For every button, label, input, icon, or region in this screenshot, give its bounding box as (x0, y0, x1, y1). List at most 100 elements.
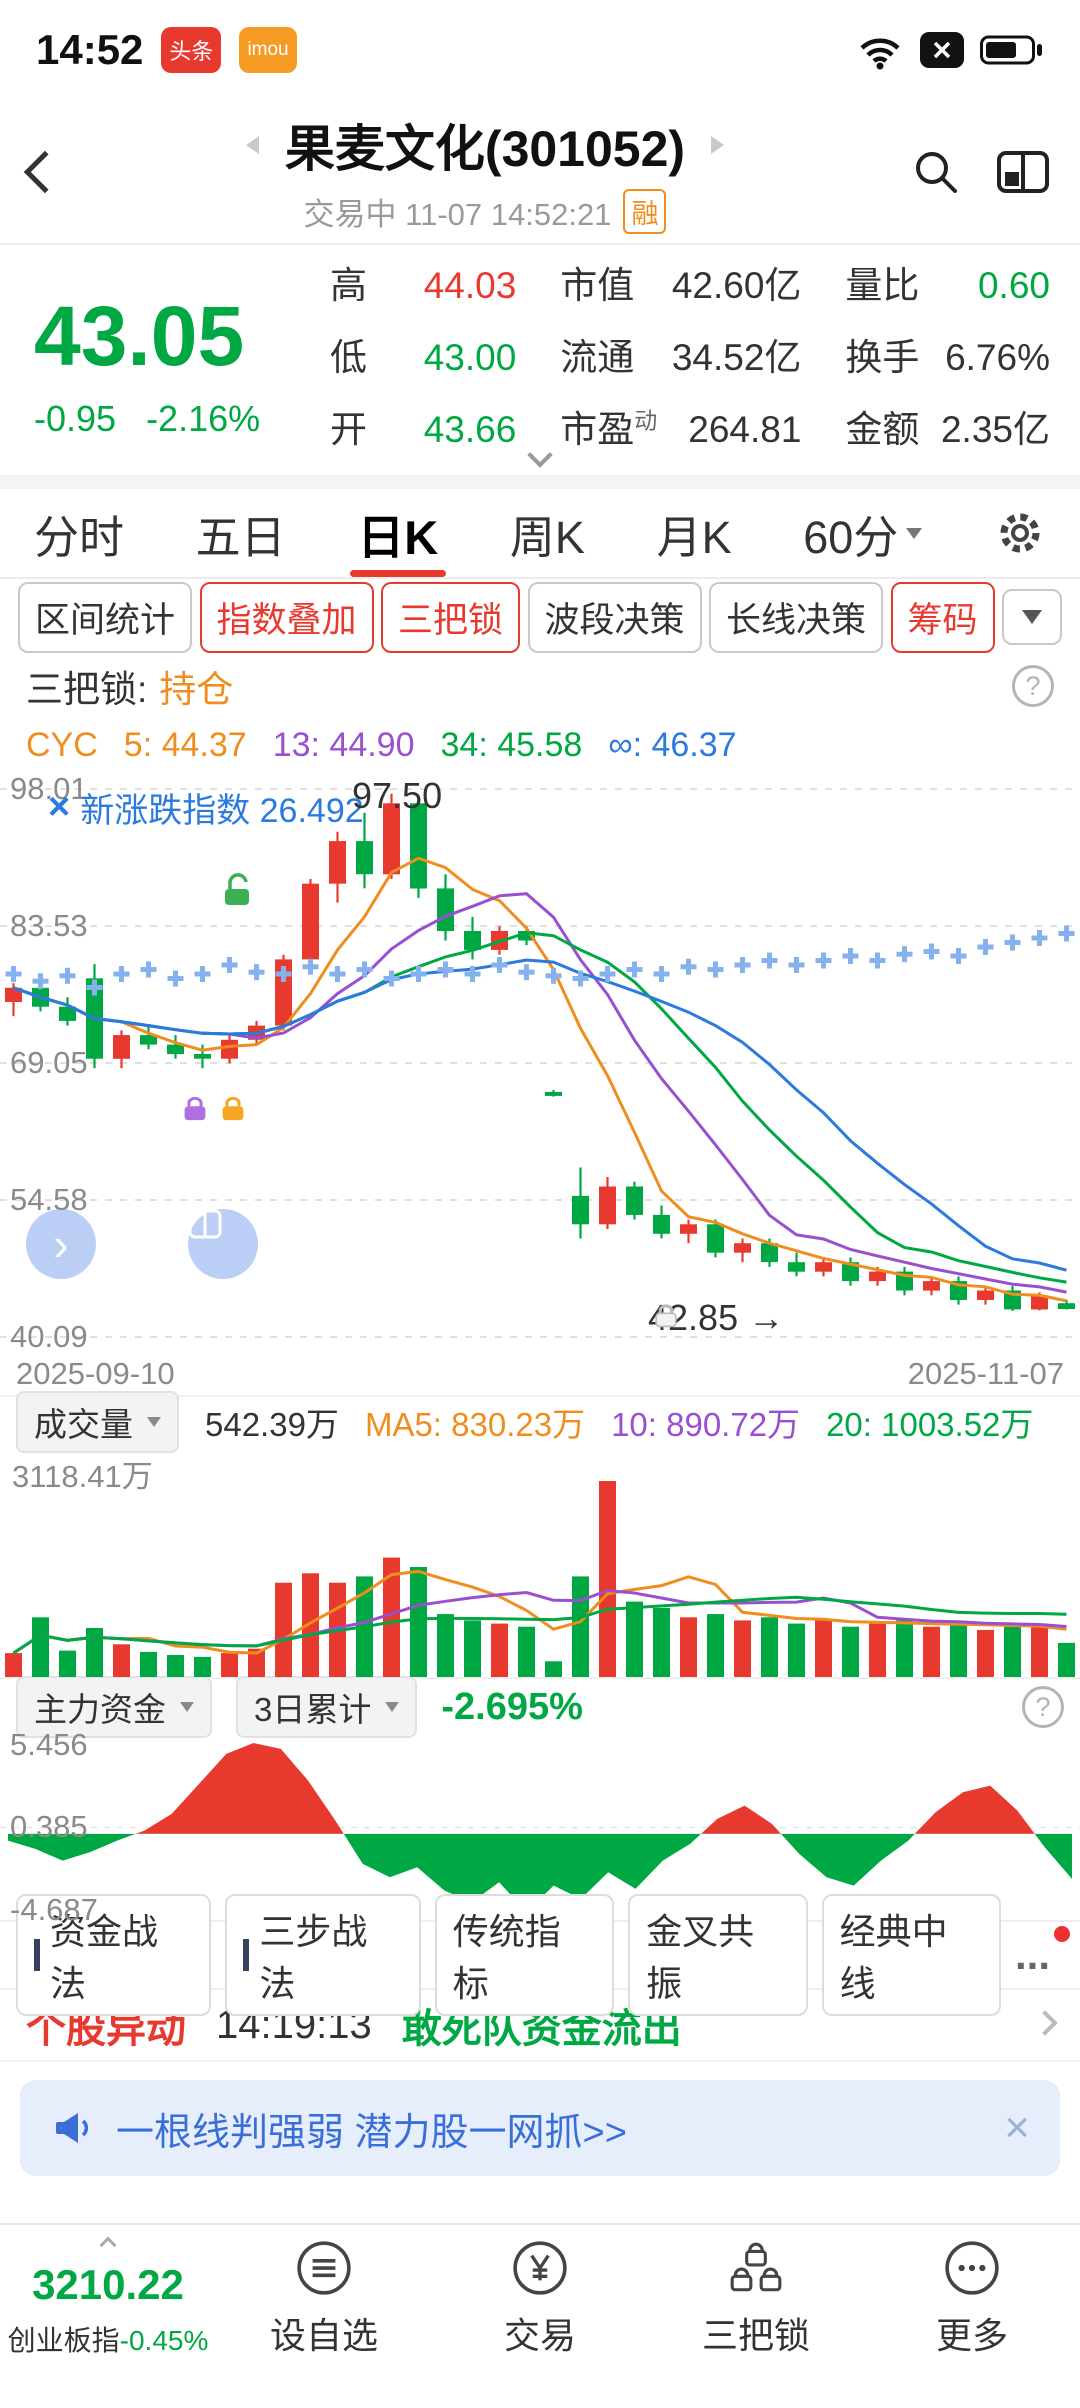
green-open-lock-icon (225, 873, 249, 905)
cyc34: 34: 45.58 (440, 725, 583, 764)
price-block: 43.05 -0.95 -2.16% (0, 259, 320, 475)
tab-fenshi[interactable]: 分时 (34, 511, 125, 563)
mcap-value: 42.60亿 (671, 265, 802, 306)
nav-watchlist[interactable]: 设自选 (216, 2237, 432, 2408)
volume-current: 542.39万 (205, 1406, 339, 1443)
candlestick-chart[interactable]: 98.01 83.53 69.05 54.58 40.09 × 新涨跌指数 26… (0, 771, 1080, 1354)
low-price-annotation: 42.85 → (648, 1297, 784, 1339)
status-bar: 14:52 头条 imou (0, 0, 1080, 100)
y-axis-label: 98.01 (10, 771, 88, 806)
volume-ma5: MA5: 830.23万 (364, 1406, 586, 1443)
fund-indicator-dropdown[interactable]: 主力资金 (16, 1676, 212, 1738)
tab-three-step-strategy[interactable]: 三步战法 (225, 1894, 421, 2016)
tab-weekly-k[interactable]: 周K (509, 511, 585, 563)
fund-period-dropdown[interactable]: 3日累计 (236, 1676, 418, 1738)
mute-icon (920, 32, 964, 68)
cyc13: 13: 44.90 (272, 725, 415, 764)
low-label: 低 (330, 337, 367, 378)
open-value: 43.66 (423, 409, 517, 450)
chart-compare-button[interactable] (188, 1209, 258, 1279)
chip-chouma[interactable]: 筹码 (890, 581, 995, 653)
nav-trade[interactable]: 交易 (432, 2237, 648, 2408)
nav-index-summary[interactable]: 3210.22 创业板指-0.45% (0, 2236, 216, 2408)
index-name-pct: 创业板指-0.45% (7, 2325, 209, 2356)
app-header: 果麦文化(301052) 交易中 11-07 14:52:21 融 (0, 100, 1080, 245)
compare-layout-icon[interactable] (996, 148, 1050, 196)
period-tabs: 分时 五日 日K 周K 月K 60分 (0, 489, 1080, 579)
chevron-right-icon (1032, 2009, 1058, 2037)
arrow-right-icon: → (748, 1297, 785, 1338)
fund-cumulative-value: -2.695% (441, 1685, 583, 1728)
end-date: 2025-11-07 (907, 1356, 1064, 1391)
bottom-nav: 3210.22 创业板指-0.45% 设自选 交易 三把锁 (0, 2223, 1080, 2408)
header-actions (910, 146, 1050, 198)
turnover-label: 换手 (845, 337, 920, 378)
quote-grid: 高 44.03 市值 42.60亿 量比 0.60 低 43.00 流通 34.52亿 换… (320, 259, 1080, 475)
volume-chart[interactable]: 3118.41万 (0, 1447, 1080, 1677)
next-stock-icon[interactable] (711, 136, 725, 154)
promo-banner[interactable]: 一根线判强弱 潜力股一网抓>> × (20, 2080, 1060, 2176)
mcap-label: 市值 (560, 265, 635, 306)
open-label: 开 (330, 409, 367, 450)
tab-5day[interactable]: 五日 (195, 511, 286, 563)
stock-title: 果麦文化(301052) (284, 121, 686, 177)
volume-header: 成交量 542.39万 MA5: 830.23万 10: 890.72万 20:… (0, 1391, 1080, 1453)
three-locks-icon (727, 2237, 785, 2297)
turnover-value: 6.76% (945, 337, 1050, 378)
nav-more[interactable]: 更多 (864, 2237, 1080, 2408)
fund-axis-label: -4.687 (10, 1892, 98, 1927)
tab-golden-cross[interactable]: 金叉共振 (628, 1894, 808, 2016)
collapse-quote-button[interactable] (527, 442, 553, 469)
compare-panes-icon (188, 1209, 222, 1239)
chip-three-locks[interactable]: 三把锁 (381, 581, 521, 653)
quote-section: 43.05 -0.95 -2.16% 高 44.03 市值 42.60亿 量比 0.6… (0, 245, 1080, 475)
remove-overlay-icon[interactable]: × (48, 786, 71, 828)
tab-daily-k[interactable]: 日K (357, 489, 438, 577)
volume-axis-max: 3118.41万 (12, 1459, 153, 1494)
tab-60min[interactable]: 60分 (803, 489, 923, 577)
cyc-inf: ∞: 46.37 (608, 725, 737, 764)
trading-status: 交易中 11-07 14:52:21 (303, 197, 612, 232)
imou-app-badge: imou (239, 27, 297, 73)
tool-chips-row: 区间统计 指数叠加 三把锁 波段决策 长线决策 筹码 (0, 579, 1080, 655)
chip-longline-strategy[interactable]: 长线决策 (709, 581, 884, 653)
trade-yuan-icon (511, 2237, 569, 2297)
overlay-index-legend: × 新涨跌指数 26.492 (48, 783, 364, 832)
prev-stock-icon[interactable] (245, 136, 259, 154)
notification-dot (1054, 1926, 1070, 1942)
help-icon[interactable]: ? (1012, 665, 1054, 707)
search-icon[interactable] (910, 146, 962, 198)
chart-expand-button[interactable]: › (26, 1209, 96, 1279)
clock: 14:52 (36, 26, 144, 73)
margin-badge: 融 (623, 189, 667, 234)
volume-ma20: 20: 1003.52万 (826, 1406, 1034, 1443)
tab-monthly-k[interactable]: 月K (656, 511, 732, 563)
fund-flow-chart[interactable]: 5.456 0.385 -4.687 (0, 1727, 1080, 1927)
pe-label: 市盈动 (560, 407, 658, 450)
orange-lock-icon (222, 1096, 244, 1121)
battery-icon (980, 35, 1042, 65)
tab-classic-midline[interactable]: 经典中线 (821, 1894, 1001, 2016)
chip-band-strategy[interactable]: 波段决策 (527, 581, 702, 653)
float-label: 流通 (560, 337, 635, 378)
tab-marker (34, 1939, 40, 1971)
y-axis-label: 83.53 (10, 908, 88, 943)
chip-more-dropdown[interactable] (1002, 589, 1062, 645)
chip-index-overlay[interactable]: 指数叠加 (199, 581, 374, 653)
volume-indicator-dropdown[interactable]: 成交量 (16, 1391, 179, 1453)
price-change-pct: -2.16% (146, 398, 261, 439)
more-tabs-button[interactable]: ... (1014, 1931, 1050, 1978)
gear-icon[interactable] (994, 507, 1046, 559)
tab-traditional-indicators[interactable]: 传统指标 (434, 1894, 615, 2016)
kline-canvas (0, 788, 1080, 1338)
tab-fund-strategy[interactable]: 资金战法 (16, 1894, 212, 2016)
expand-handle-icon (99, 2236, 117, 2254)
close-icon[interactable]: × (1004, 2103, 1030, 2152)
help-icon[interactable]: ? (1022, 1686, 1064, 1728)
index-value: 3210.22 (32, 2261, 184, 2308)
chip-range-stats[interactable]: 区间统计 (18, 581, 193, 653)
volume-ma10: 10: 890.72万 (611, 1406, 801, 1443)
cyc5: 5: 44.37 (123, 725, 247, 764)
nav-three-locks[interactable]: 三把锁 (648, 2237, 864, 2408)
